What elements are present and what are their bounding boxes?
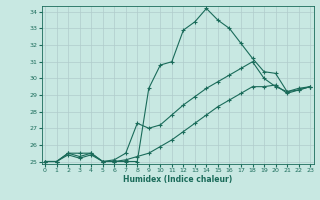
X-axis label: Humidex (Indice chaleur): Humidex (Indice chaleur)	[123, 175, 232, 184]
